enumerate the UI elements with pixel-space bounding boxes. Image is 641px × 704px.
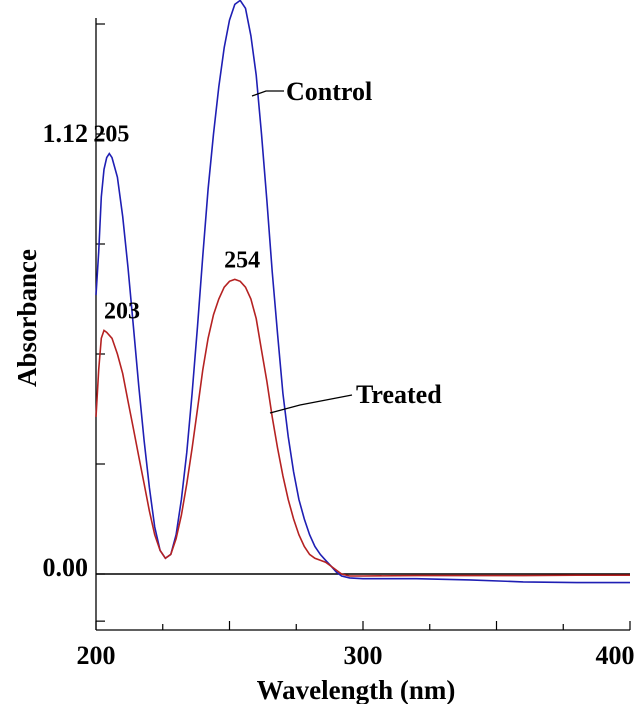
peak-label: 254 [224,247,260,273]
series-label-treated: Treated [356,380,442,409]
x-axis-title: Wavelength (nm) [257,675,456,704]
series-label-control: Control [286,77,372,106]
y-axis-title: Absorbance [12,249,42,387]
x-tick-label: 200 [77,641,116,670]
control-leader-line [252,91,284,96]
x-tick-label: 400 [596,641,635,670]
peak-label: 205 [93,122,129,148]
peak-label: 203 [104,298,140,324]
x-tick-label: 300 [344,641,383,670]
treated-leader-line [270,395,352,413]
y-tick-label: 0.00 [43,553,89,582]
y-tick-label: 1.12 [43,119,89,148]
